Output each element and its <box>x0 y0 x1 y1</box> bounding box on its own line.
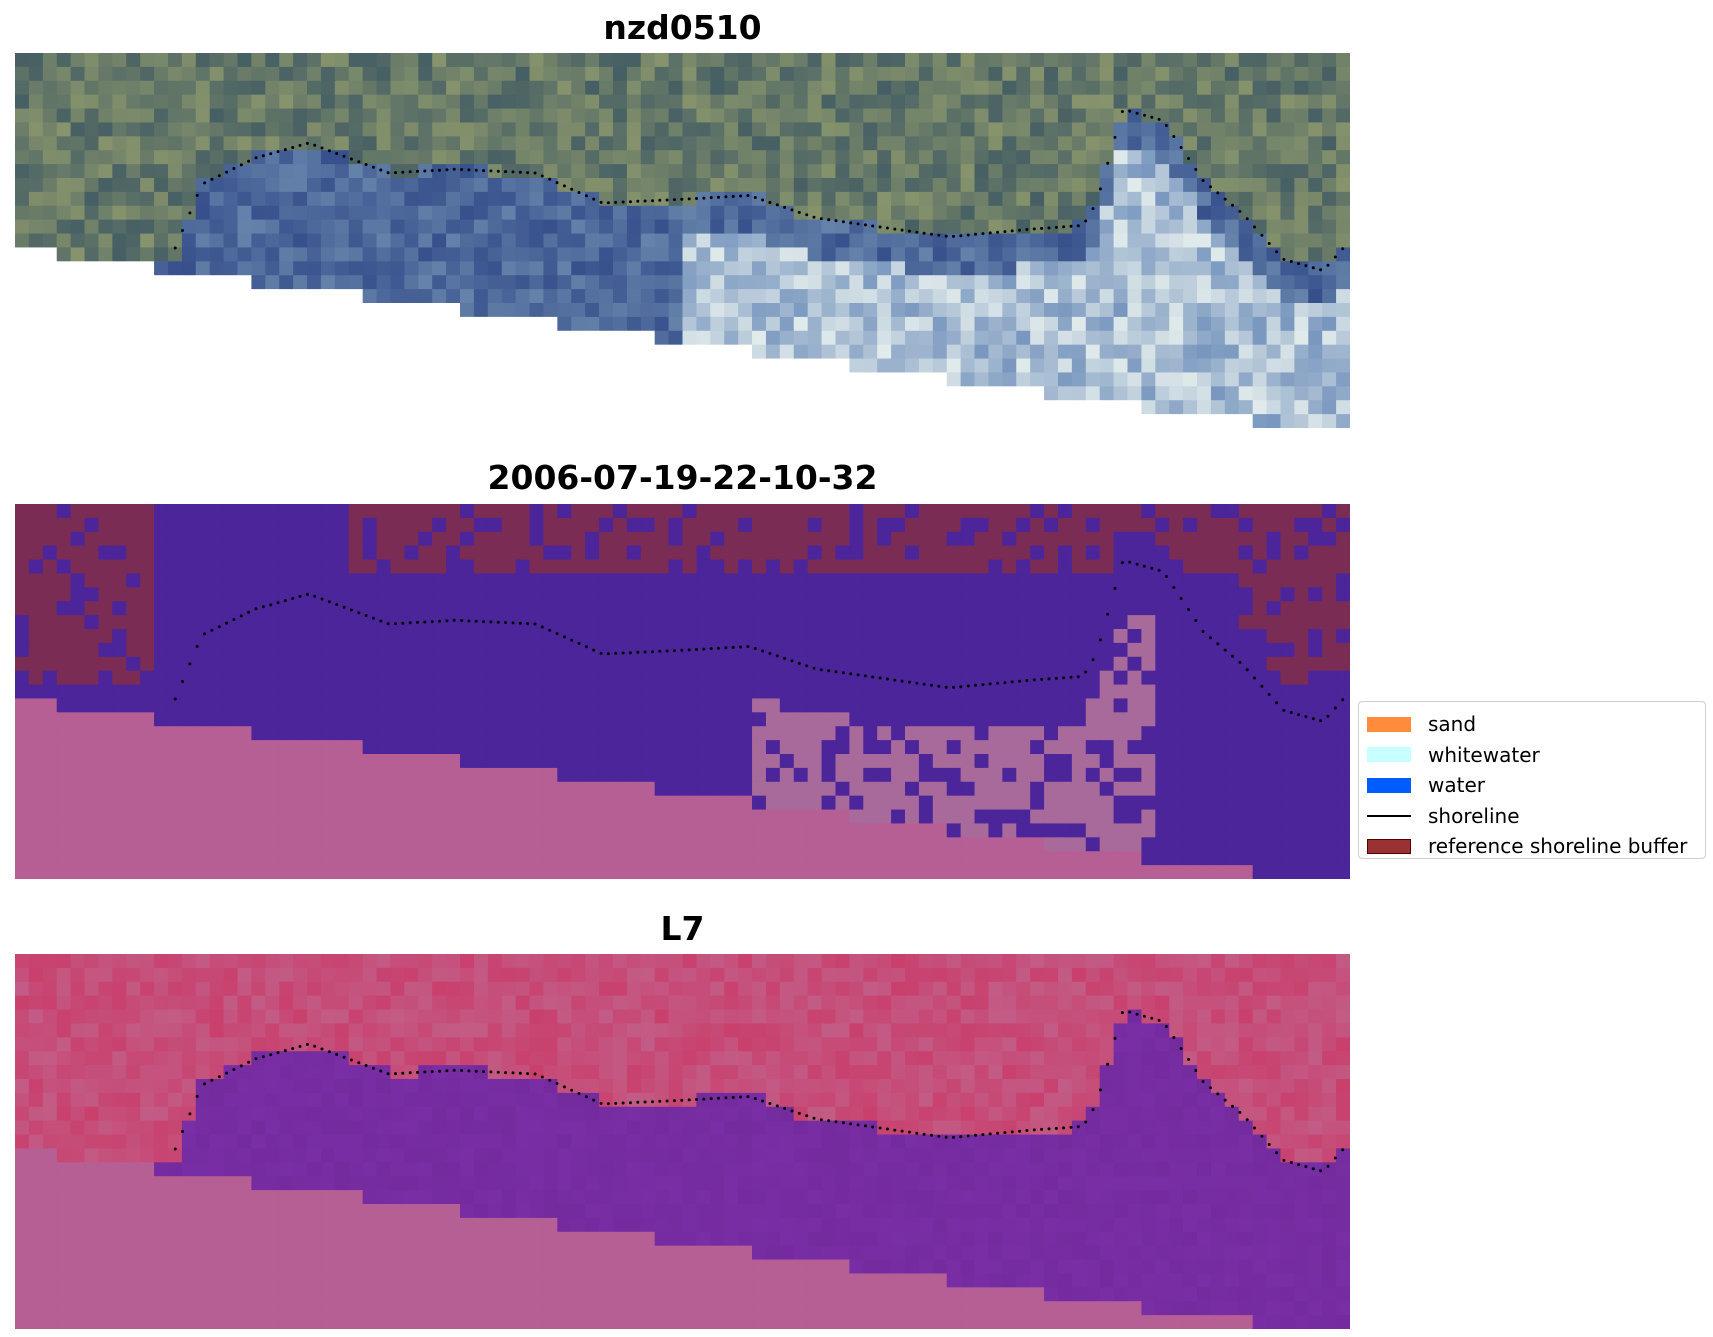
legend-item-reference-buffer: reference shoreline buffer <box>1367 831 1697 862</box>
legend-label-reference-buffer: reference shoreline buffer <box>1428 834 1688 859</box>
panel-title-rgb: nzd0510 <box>603 8 762 47</box>
legend-item-shoreline: shoreline <box>1367 801 1697 832</box>
index-image <box>15 954 1350 1329</box>
rgb-image <box>15 53 1350 428</box>
legend-item-sand: sand <box>1367 709 1697 740</box>
legend-label-sand: sand <box>1428 712 1477 737</box>
legend-label-shoreline: shoreline <box>1428 803 1520 828</box>
legend-label-whitewater: whitewater <box>1428 742 1540 767</box>
classified-image <box>15 504 1350 879</box>
rgb-image-panel <box>15 53 1350 428</box>
panel-title-index: L7 <box>660 909 705 948</box>
legend-swatch-shoreline <box>1367 814 1411 817</box>
legend-item-water: water <box>1367 770 1697 801</box>
legend-swatch-sand <box>1367 716 1411 732</box>
panel-title-classified: 2006-07-19-22-10-32 <box>487 458 878 497</box>
legend-swatch-reference-buffer <box>1367 838 1411 854</box>
legend-label-water: water <box>1428 773 1485 798</box>
index-image-panel <box>15 954 1350 1329</box>
legend: sand whitewater water shoreline referenc… <box>1358 701 1706 859</box>
legend-item-whitewater: whitewater <box>1367 740 1697 771</box>
classified-image-panel <box>15 504 1350 879</box>
legend-swatch-water <box>1367 777 1411 793</box>
legend-swatch-whitewater <box>1367 747 1411 763</box>
